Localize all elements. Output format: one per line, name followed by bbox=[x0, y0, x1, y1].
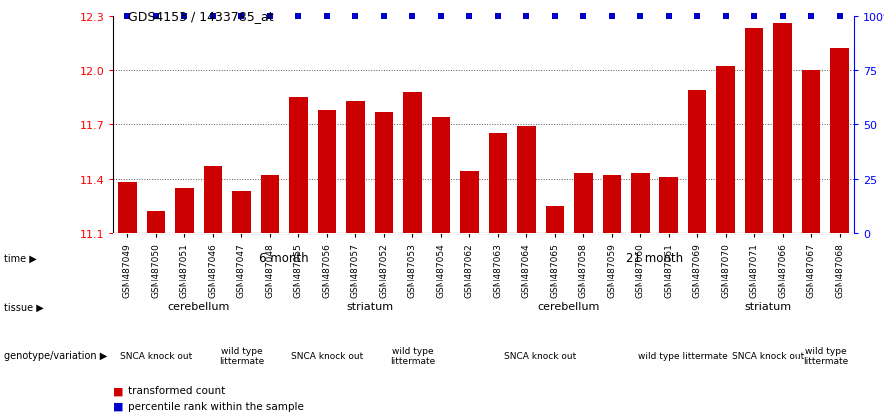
Bar bbox=[489, 134, 507, 233]
Text: SNCA knock out: SNCA knock out bbox=[505, 351, 576, 360]
Bar bbox=[147, 211, 165, 233]
Text: GDS4153 / 1433785_at: GDS4153 / 1433785_at bbox=[128, 10, 274, 23]
Text: wild type
littermate: wild type littermate bbox=[218, 346, 264, 365]
Bar bbox=[317, 111, 336, 233]
Text: cerebellum: cerebellum bbox=[537, 301, 600, 312]
Text: wild type littermate: wild type littermate bbox=[638, 351, 728, 360]
Bar bbox=[232, 192, 251, 233]
Text: SNCA knock out: SNCA knock out bbox=[119, 351, 192, 360]
Text: genotype/variation ▶: genotype/variation ▶ bbox=[4, 351, 108, 361]
Text: 21 month: 21 month bbox=[626, 251, 683, 264]
Bar bbox=[802, 71, 820, 233]
Text: striatum: striatum bbox=[346, 301, 393, 312]
Bar bbox=[375, 112, 393, 233]
Bar bbox=[460, 172, 478, 233]
Bar bbox=[688, 90, 706, 233]
Bar bbox=[745, 29, 764, 233]
Bar bbox=[203, 166, 222, 233]
Bar bbox=[431, 118, 450, 233]
Text: cerebellum: cerebellum bbox=[167, 301, 230, 312]
Text: wild type
littermate: wild type littermate bbox=[803, 346, 848, 365]
Text: striatum: striatum bbox=[745, 301, 792, 312]
Text: percentile rank within the sample: percentile rank within the sample bbox=[128, 401, 304, 411]
Bar bbox=[659, 177, 678, 233]
Bar bbox=[346, 102, 364, 233]
Text: wild type
littermate: wild type littermate bbox=[390, 346, 435, 365]
Text: ■: ■ bbox=[113, 401, 124, 411]
Text: SNCA knock out: SNCA knock out bbox=[291, 351, 363, 360]
Bar bbox=[118, 183, 137, 233]
Bar bbox=[603, 176, 621, 233]
Bar bbox=[631, 174, 650, 233]
Bar bbox=[403, 93, 422, 233]
Bar bbox=[517, 127, 536, 233]
Bar bbox=[774, 24, 792, 233]
Bar bbox=[289, 98, 308, 233]
Bar bbox=[261, 176, 279, 233]
Text: 6 month: 6 month bbox=[259, 251, 309, 264]
Text: tissue ▶: tissue ▶ bbox=[4, 301, 44, 312]
Bar bbox=[574, 174, 592, 233]
Text: transformed count: transformed count bbox=[128, 385, 225, 395]
Bar bbox=[175, 188, 194, 233]
Text: time ▶: time ▶ bbox=[4, 253, 37, 263]
Text: SNCA knock out: SNCA knock out bbox=[732, 351, 804, 360]
Bar bbox=[716, 67, 735, 233]
Text: ■: ■ bbox=[113, 385, 124, 395]
Bar bbox=[830, 49, 849, 233]
Bar bbox=[545, 206, 564, 233]
